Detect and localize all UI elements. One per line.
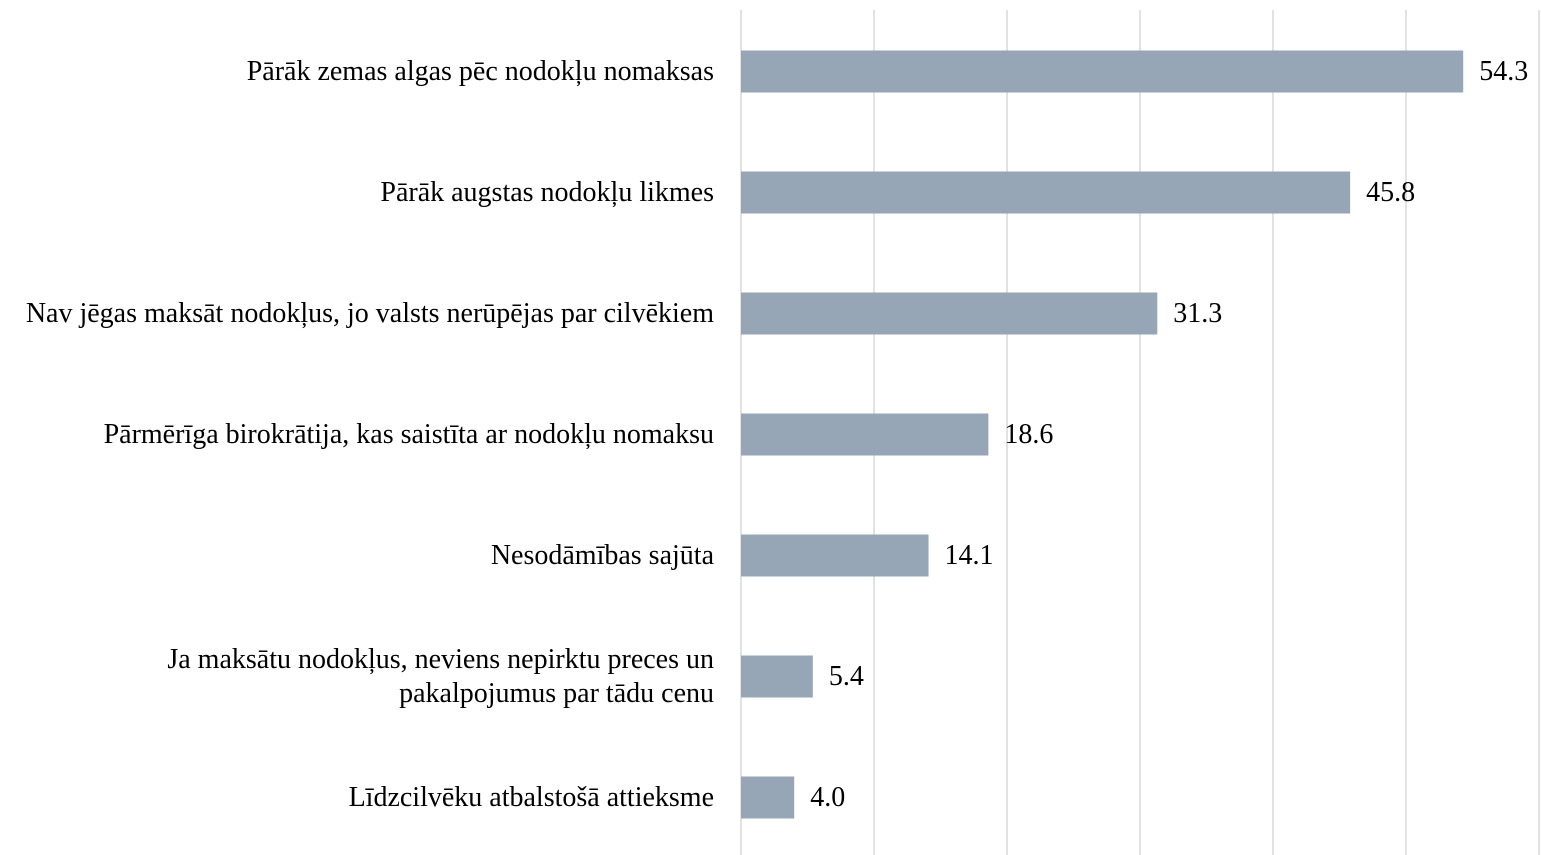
value-label: 14.1: [945, 540, 994, 571]
value-label: 18.6: [1004, 419, 1053, 450]
category-label: Nesodāmības sajūta: [490, 539, 714, 571]
category-label: Nav jēgas maksāt nodokļus, jo valsts ner…: [25, 297, 714, 329]
bar: [741, 171, 1351, 214]
bar: [741, 292, 1158, 335]
category-label: Pārāk zemas algas pēc nodokļu nomaksas: [246, 55, 714, 87]
category-label: Pārāk augstas nodokļu likmes: [380, 176, 714, 208]
category-label: Līdzcilvēku atbalstošā attieksme: [348, 781, 714, 813]
bar: [741, 655, 813, 698]
value-label: 31.3: [1173, 298, 1222, 329]
value-label: 54.3: [1479, 56, 1528, 87]
bar: [741, 534, 929, 577]
bar: [741, 776, 795, 819]
category-label: Pārmērīga birokrātija, kas saistīta ar n…: [103, 418, 714, 450]
bar: [741, 50, 1464, 93]
value-label: 5.4: [829, 661, 864, 692]
bar: [741, 413, 989, 456]
category-label: Ja maksātu nodokļus, neviens nepirktu pr…: [167, 643, 714, 709]
value-label: 4.0: [810, 782, 845, 813]
value-label: 45.8: [1366, 177, 1415, 208]
